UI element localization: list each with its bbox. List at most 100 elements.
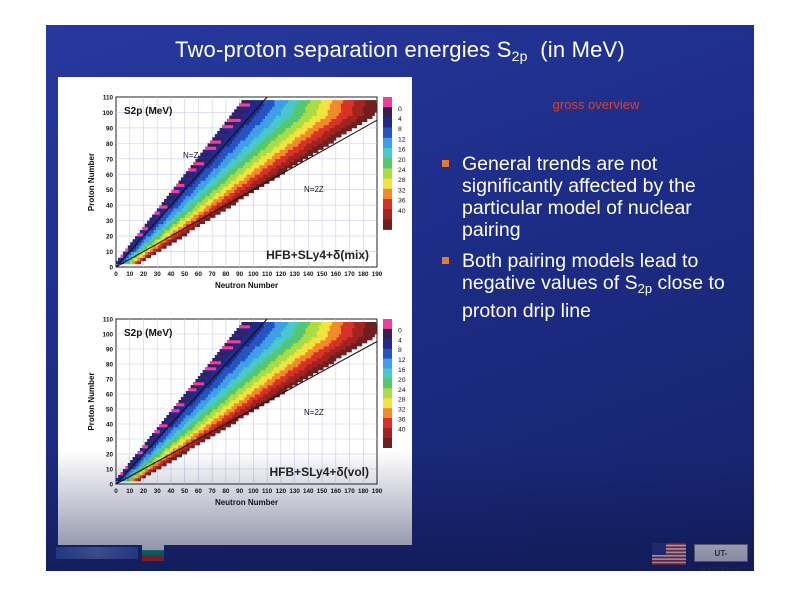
heatmap-cell (246, 118, 250, 123)
heatmap-cell (163, 223, 167, 228)
heatmap-cell (290, 100, 294, 104)
heatmap-cell (313, 325, 317, 329)
colorbar-label: 4 (398, 116, 402, 123)
heatmap-cell (236, 152, 240, 157)
heatmap-cell (158, 226, 162, 231)
heatmap-cell (340, 106, 345, 110)
heatmap-cell (153, 229, 157, 234)
heatmap-cell (242, 161, 246, 166)
heatmap-cell (261, 137, 265, 141)
heatmap-cell (241, 174, 245, 178)
heatmap-cell (258, 155, 262, 160)
heatmap-cell (239, 158, 243, 163)
heatmap-cell (132, 242, 136, 246)
heatmap-cell (174, 220, 178, 225)
heatmap-cell (186, 400, 190, 404)
heatmap-cell (306, 361, 310, 365)
heatmap-cell (290, 370, 294, 374)
heatmap-cell (160, 245, 164, 249)
heatmap-cell (299, 379, 303, 383)
heatmap-cell (209, 409, 213, 413)
heatmap-cell (249, 343, 253, 347)
heatmap-cell (207, 388, 211, 392)
heatmap-cell (276, 124, 281, 129)
heatmap-cell (192, 211, 196, 215)
heatmap-cell (261, 106, 265, 110)
heatmap-cell (161, 442, 165, 446)
heatmap-cell (267, 112, 271, 116)
heatmap-cell (303, 137, 307, 141)
heatmap-cell (283, 358, 287, 362)
heatmap-cell (279, 373, 284, 377)
heatmap-cell (191, 177, 195, 181)
x-tick-label: 160 (331, 271, 342, 278)
heatmap-cell (266, 349, 270, 353)
heatmap-cell (285, 346, 289, 350)
heatmap-cell (234, 361, 238, 365)
heatmap-cell (252, 346, 256, 350)
colorbar-swatch (383, 137, 392, 149)
heatmap-cell (208, 174, 212, 178)
heatmap-cell (286, 379, 290, 383)
heatmap-cell (199, 171, 203, 175)
heatmap-cell (291, 382, 295, 386)
heatmap-cell (229, 192, 233, 197)
heatmap-cell (206, 180, 210, 184)
heatmap-cell (172, 223, 176, 228)
heatmap-cell (319, 109, 323, 113)
heatmap-cell (337, 100, 341, 104)
heatmap-cell (206, 214, 210, 218)
heatmap-cell (175, 421, 179, 425)
heatmap-cell (180, 177, 184, 181)
heatmap-cell (306, 337, 310, 341)
heatmap-cell (173, 233, 177, 237)
heatmap-cell (221, 412, 225, 416)
colorbar-label: 24 (398, 387, 406, 394)
heatmap-cell (196, 165, 200, 169)
heatmap-cell (255, 376, 259, 380)
heatmap-cell (255, 373, 259, 377)
heatmap-cell (201, 409, 205, 413)
heatmap-cell (273, 118, 277, 123)
heatmap-cell (147, 472, 152, 476)
heatmap-cell (256, 355, 260, 359)
heatmap-cell (298, 343, 302, 347)
heatmap-cell (211, 152, 215, 157)
heatmap-cell (219, 427, 224, 431)
heatmap-cell (178, 403, 182, 407)
heatmap-cell (252, 100, 256, 104)
heatmap-cell (352, 334, 356, 338)
heatmap-cell (215, 161, 219, 166)
heatmap-cell (324, 331, 328, 335)
heatmap-cell (255, 379, 259, 383)
heatmap-cell (247, 379, 251, 383)
heatmap-cell (296, 376, 300, 380)
heatmap-cell (225, 205, 229, 209)
heatmap-cell (179, 406, 183, 410)
heatmap-cell (178, 421, 182, 425)
heatmap-cell (275, 328, 279, 332)
heatmap-cell (234, 161, 238, 166)
heatmap-cell (210, 388, 214, 392)
heatmap-cell (292, 140, 296, 144)
heatmap-cell (207, 192, 211, 197)
heatmap-cell (223, 382, 227, 386)
heatmap-cell (202, 391, 206, 395)
heatmap-cell (339, 121, 343, 126)
heatmap-cell (284, 115, 288, 119)
heatmap-cell (236, 131, 240, 135)
heatmap-cell (214, 376, 218, 380)
heatmap-cell (212, 409, 216, 413)
heatmap-cell (319, 137, 323, 141)
heatmap-cell (275, 140, 279, 144)
heatmap-cell (299, 134, 304, 138)
heatmap-cell (314, 340, 318, 344)
heatmap-cell (152, 436, 156, 440)
heatmap-cell (177, 199, 181, 203)
heatmap-cell (183, 421, 187, 425)
heatmap-cell (259, 137, 263, 141)
heatmap-cell (302, 331, 306, 335)
heatmap-cell (229, 415, 233, 419)
heatmap-cell (231, 112, 235, 116)
heatmap-cell (330, 134, 334, 138)
